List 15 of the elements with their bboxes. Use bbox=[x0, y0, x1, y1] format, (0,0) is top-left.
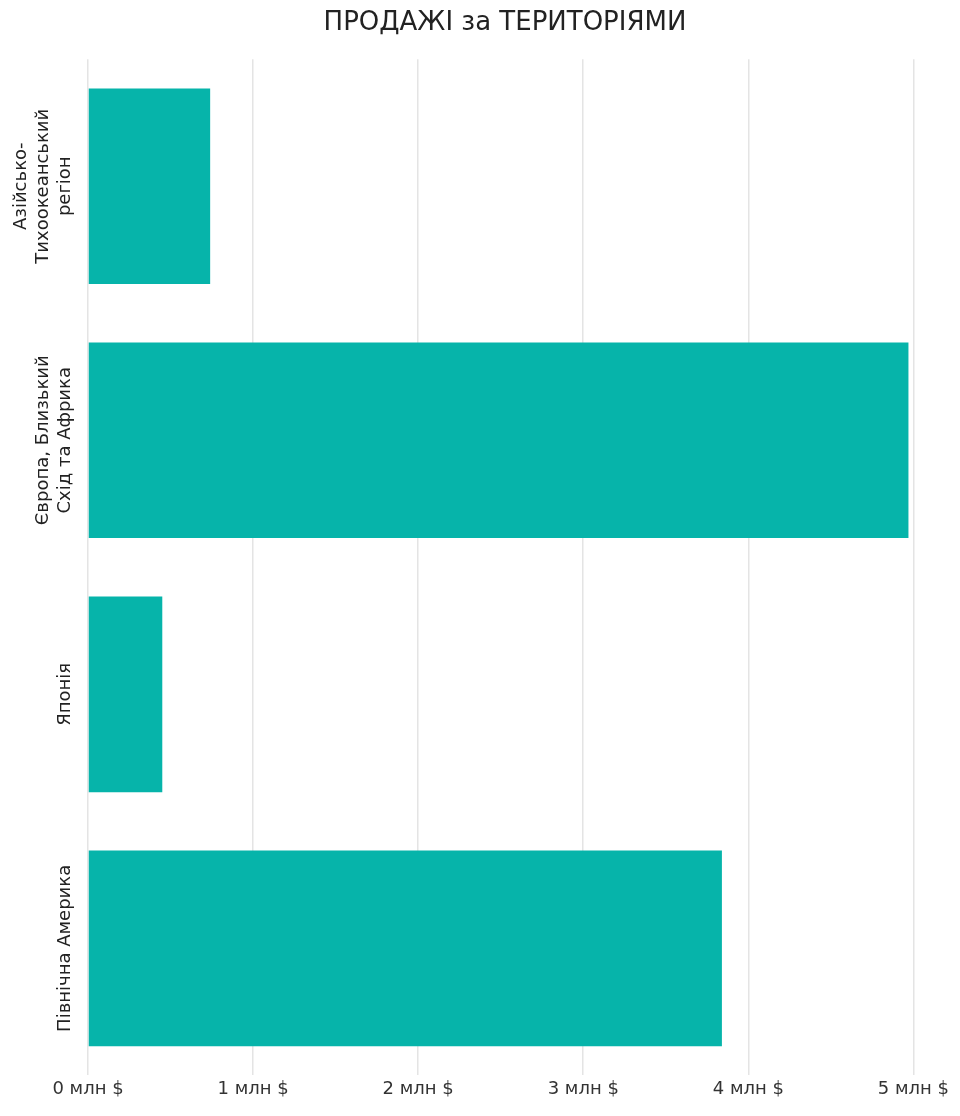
y-tick-label: Японія bbox=[52, 662, 74, 726]
x-tick-label: 2 млн $ bbox=[382, 1076, 454, 1098]
bar bbox=[88, 88, 211, 285]
bar bbox=[88, 850, 722, 1047]
chart-title: ПРОДАЖІ за ТЕРИТОРІЯМИ bbox=[323, 6, 687, 37]
bar bbox=[88, 342, 909, 539]
y-tick-label: Азійсько-Тихоокеанський регіон bbox=[8, 108, 74, 265]
x-tick-label: 0 млн $ bbox=[52, 1076, 124, 1098]
y-tick-label: Європа, Близький Схід та Африка bbox=[30, 355, 74, 526]
x-tick-label: 1 млн $ bbox=[217, 1076, 289, 1098]
bar bbox=[88, 596, 163, 793]
x-tick-label: 5 млн $ bbox=[877, 1076, 949, 1098]
x-tick-label: 4 млн $ bbox=[712, 1076, 784, 1098]
x-tick-label: 3 млн $ bbox=[547, 1076, 619, 1098]
y-tick-label: Північна Америка bbox=[52, 864, 74, 1032]
